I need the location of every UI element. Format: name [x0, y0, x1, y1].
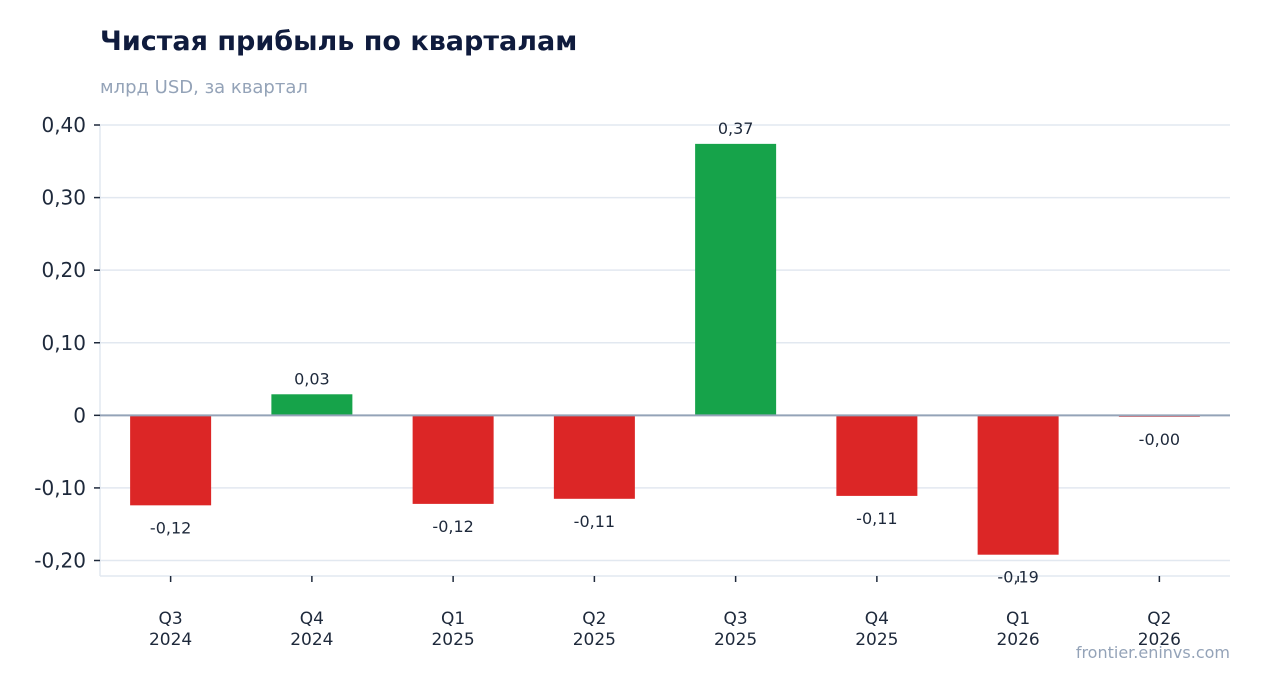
bar	[836, 415, 918, 496]
y-tick-label: 0,40	[41, 113, 86, 137]
grid-lines	[99, 124, 1230, 577]
data-label: -0,11	[856, 509, 897, 528]
data-label: -0,00	[1139, 430, 1180, 449]
data-labels: -0,120,03-0,12 -0,110,37-0,11-0,19-0,00	[150, 119, 1180, 587]
bar	[695, 143, 777, 416]
x-tick-label: 2026	[996, 630, 1039, 650]
x-tick-label: 2024	[149, 630, 192, 650]
x-axis: Q32024Q42024Q12025Q22025Q32025Q42025Q120…	[149, 576, 1181, 650]
y-tick-label: 0,10	[41, 331, 86, 355]
x-tick-label: Q3	[724, 609, 748, 629]
y-axis: 0,40 0,30 0,20 0,10 0 -0,10 -0,20	[34, 113, 100, 573]
y-tick-label: 0,30	[41, 186, 86, 210]
bars	[130, 143, 1200, 555]
x-tick-label: Q1	[441, 609, 465, 629]
x-tick-label: Q2	[1147, 609, 1171, 629]
chart-subtitle: млрд USD, за квартал	[100, 77, 308, 98]
data-label: -0,12	[150, 518, 191, 537]
x-tick-label: Q2	[582, 609, 606, 629]
y-tick-label: -0,20	[34, 549, 86, 573]
y-tick-label: 0,20	[41, 258, 86, 282]
y-tick-label: -0,10	[34, 476, 86, 500]
x-tick-label: Q1	[1006, 609, 1030, 629]
bar	[412, 415, 494, 504]
x-tick-label: Q4	[865, 609, 889, 629]
x-tick-label: Q3	[159, 609, 183, 629]
x-tick-label: Q4	[300, 609, 324, 629]
y-tick-label: 0	[73, 403, 86, 427]
x-tick-label: 2025	[573, 630, 616, 650]
x-tick-label: 2025	[431, 630, 474, 650]
data-label: 0,03	[294, 369, 330, 388]
x-tick-label: 2025	[855, 630, 898, 650]
bar	[553, 415, 635, 499]
bar	[271, 394, 353, 416]
x-tick-label: 2025	[714, 630, 757, 650]
source-credit: frontier.eninvs.com	[1075, 643, 1230, 662]
bar	[130, 415, 212, 506]
bar	[977, 415, 1059, 555]
data-label: 0,37	[718, 119, 754, 138]
x-tick-label: 2026	[1138, 630, 1181, 650]
data-label: -0,11	[574, 512, 615, 531]
chart-title: Чистая прибыль по кварталам	[100, 26, 578, 57]
data-label: -0,12	[432, 517, 473, 536]
x-tick-label: 2024	[290, 630, 333, 650]
